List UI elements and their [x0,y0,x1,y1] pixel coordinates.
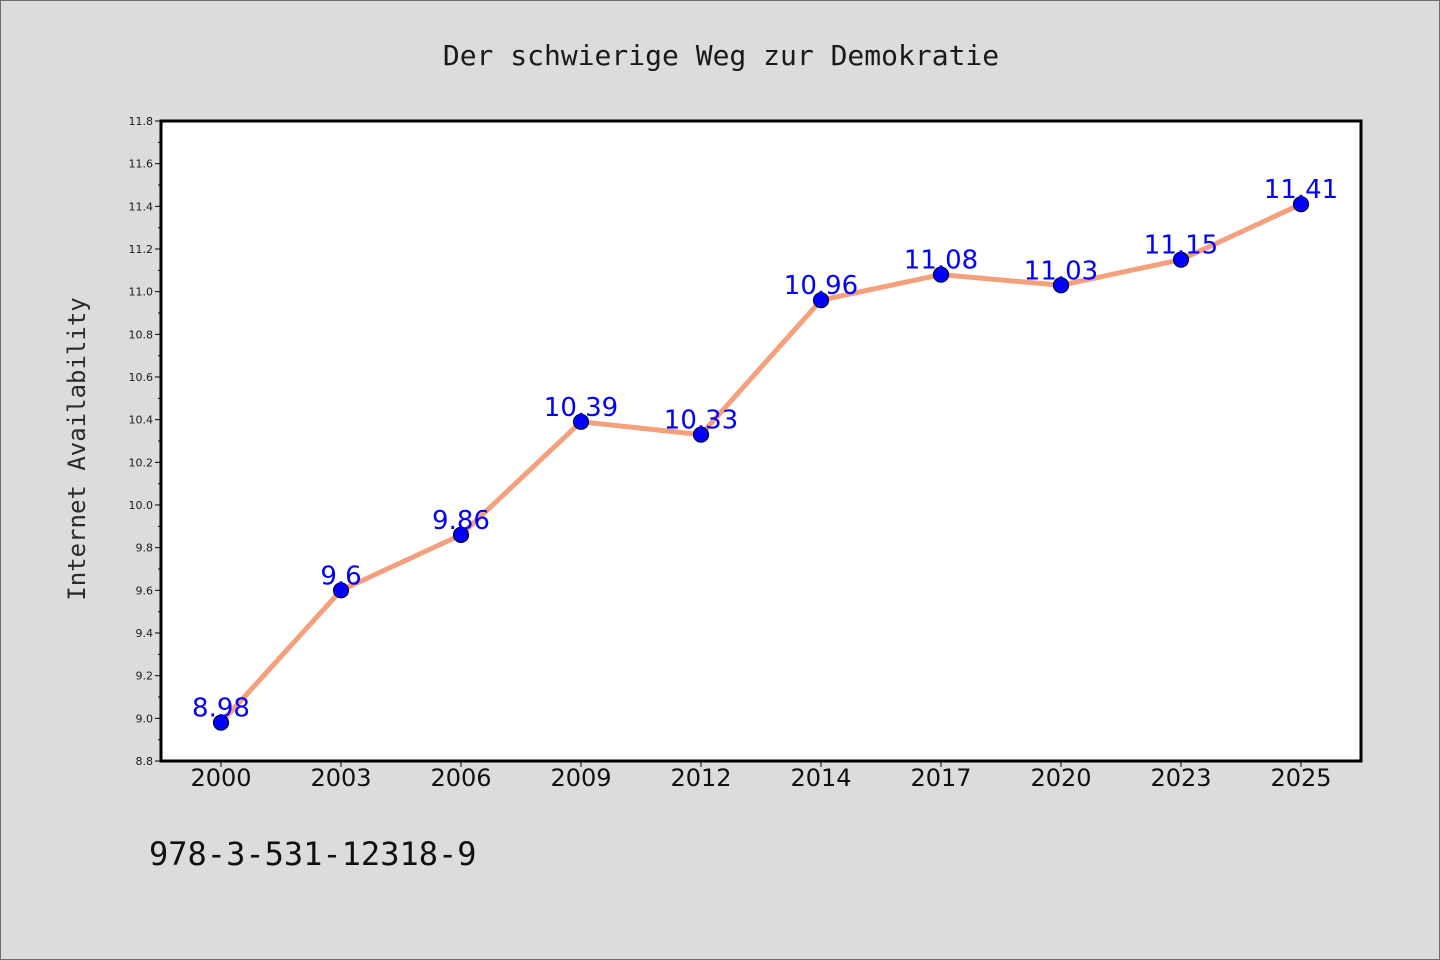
data-label: 11.03 [1024,256,1098,286]
y-tick-label: 10.0 [129,499,154,512]
x-tick-label: 2003 [310,764,371,792]
data-point-marker [212,714,230,731]
y-tick-label: 9.6 [136,584,154,597]
y-tick-label: 8.8 [136,755,154,768]
x-tick-label: 2012 [670,764,731,792]
y-tick-label: 9.8 [136,542,154,555]
x-tick-label: 2006 [430,764,491,792]
chart-title: Der schwierige Weg zur Demokratie [443,39,999,72]
y-tick-label: 10.2 [129,456,154,469]
x-axis: 2000 2003 2006 2009 2012 2014 2017 2020 2023 2025 [190,761,1332,792]
data-point-marker [1292,196,1310,213]
y-tick-label: 9.4 [136,627,154,640]
y-tick-label: 11.4 [129,200,154,213]
y-tick-label: 11.8 [129,115,154,128]
data-label: 8.98 [192,694,250,724]
data-point-marker [692,426,710,443]
data-point-marker [932,266,950,283]
y-tick-label: 11.0 [129,286,154,299]
data-label: 11.15 [1144,231,1218,261]
y-tick-label: 11.6 [129,158,154,171]
data-label: 10.39 [544,393,618,423]
series-line [218,201,1304,726]
data-point-marker [812,292,830,309]
y-tick-label: 9.2 [136,670,154,683]
data-point-marker [332,582,350,599]
data-label: 10.96 [784,271,858,301]
data-point-marker [1052,277,1070,294]
y-axis-label: Internet Availability [63,297,91,600]
y-tick-label: 10.8 [129,328,154,341]
data-label: 11.08 [904,246,978,276]
y-tick-label: 10.4 [129,414,154,427]
data-label: 10.33 [664,406,738,436]
data-label: 11.41 [1264,175,1338,205]
y-tick-label: 10.6 [129,371,154,384]
y-tick-label: 9.0 [136,712,154,725]
x-tick-label: 2009 [550,764,611,792]
x-tick-label: 2020 [1030,764,1091,792]
data-point-marker [572,413,590,430]
isbn-footnote: 978-3-531-12318-9 [149,835,477,873]
data-label: 9.6 [320,561,361,591]
x-tick-label: 2023 [1150,764,1211,792]
data-labels: 8.98 9.6 9.86 10.39 10.33 10.96 11.08 11.03 11.1… [192,175,1338,723]
x-tick-label: 2000 [190,764,251,792]
data-point-marker [1172,251,1190,268]
y-axis: 8.8 9.0 9.2 9.4 9.6 9.8 10.0 10.2 10.4 10.6 10.8 11… [129,115,161,768]
x-tick-label: 2025 [1270,764,1331,792]
data-label: 9.86 [432,506,490,536]
x-tick-label: 2014 [790,764,851,792]
data-point-marker [452,526,470,543]
y-tick-label: 11.2 [129,243,154,256]
x-tick-label: 2017 [910,764,971,792]
series-layer [212,196,1310,731]
plot-area [159,119,1363,763]
